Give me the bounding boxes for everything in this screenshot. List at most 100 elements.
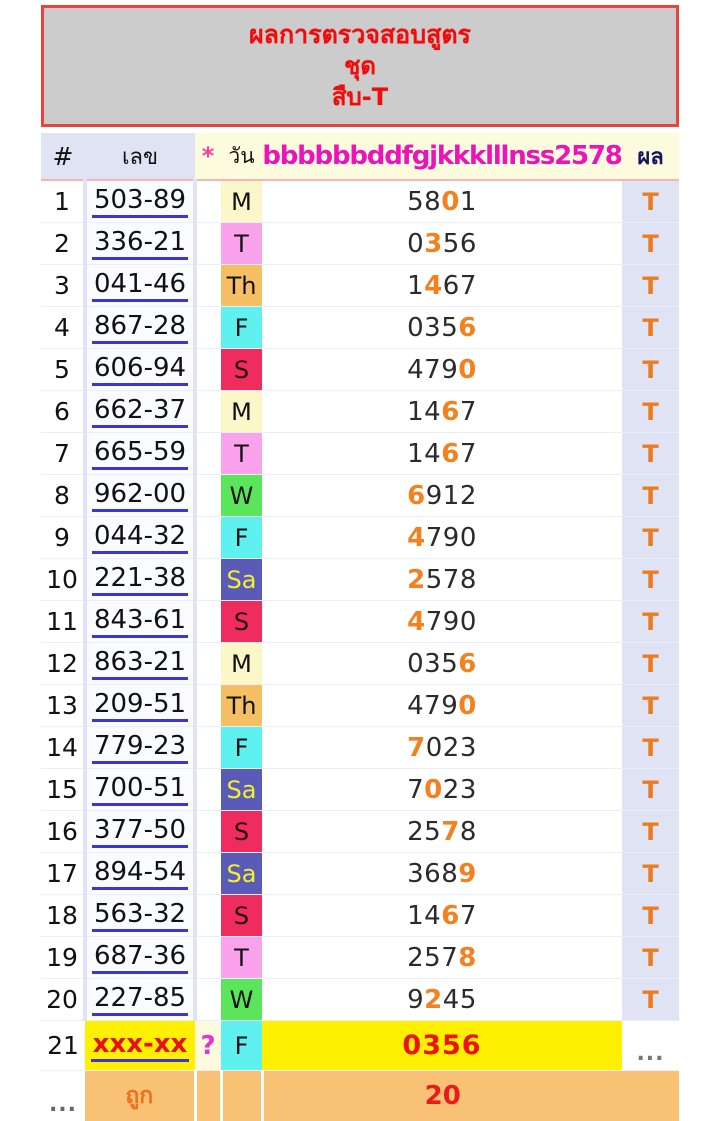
cell-number[interactable]: 779-23 xyxy=(85,727,195,769)
digit: 1 xyxy=(443,481,460,511)
pending-star: ? xyxy=(195,1021,221,1071)
header-day: วัน xyxy=(221,133,262,180)
digit: 3 xyxy=(460,733,477,763)
highlight-digit: 7 xyxy=(441,817,460,847)
cell-number[interactable]: 377-50 xyxy=(85,811,195,853)
digit: 6 xyxy=(424,859,441,889)
cell-index: 18 xyxy=(41,895,85,937)
digit: 9 xyxy=(443,607,460,637)
digit: 5 xyxy=(424,943,441,973)
cell-number[interactable]: 336-21 xyxy=(85,223,195,265)
number-underlined: 227-85 xyxy=(92,985,188,1016)
title-line-code: สืบ-T xyxy=(332,82,388,112)
digit: 6 xyxy=(443,271,460,301)
pending-index: 21 xyxy=(41,1021,85,1071)
cell-number[interactable]: 700-51 xyxy=(85,769,195,811)
cell-index: 11 xyxy=(41,601,85,643)
digit: 9 xyxy=(441,691,458,721)
number-underlined: 863-21 xyxy=(92,649,188,680)
pending-number[interactable]: xxx-xx xyxy=(85,1021,195,1071)
cell-number[interactable]: 665-59 xyxy=(85,433,195,475)
cell-star xyxy=(195,265,221,307)
digit: 3 xyxy=(424,313,441,343)
cell-day: M xyxy=(221,180,262,223)
header-row: # เลข * วัน bbbbbbddfgjkkklllnss2578 ผล xyxy=(41,133,679,180)
cell-number[interactable]: 894-54 xyxy=(85,853,195,895)
cell-result: T xyxy=(622,517,679,559)
cell-result: T xyxy=(622,811,679,853)
cell-number[interactable]: 209-51 xyxy=(85,685,195,727)
cell-digits: 1467 xyxy=(262,895,622,937)
cell-number[interactable]: 044-32 xyxy=(85,517,195,559)
cell-number[interactable]: 867-28 xyxy=(85,307,195,349)
cell-result: T xyxy=(622,475,679,517)
digit: 6 xyxy=(460,229,477,259)
cell-number[interactable]: 606-94 xyxy=(85,349,195,391)
digit: 4 xyxy=(407,355,424,385)
digit: 5 xyxy=(441,649,458,679)
digit: 7 xyxy=(407,775,424,805)
digit: 9 xyxy=(441,355,458,385)
digit: 2 xyxy=(407,817,424,847)
number-underlined: 336-21 xyxy=(92,229,188,260)
header-index: # xyxy=(41,133,85,180)
digit: 4 xyxy=(424,439,441,469)
cell-number[interactable]: 221-38 xyxy=(85,559,195,601)
cell-star xyxy=(195,307,221,349)
cell-day: M xyxy=(221,391,262,433)
cell-result: T xyxy=(622,391,679,433)
header-series: bbbbbbddfgjkkklllnss2578 xyxy=(262,133,622,180)
header-star: * xyxy=(195,133,221,180)
cell-index: 10 xyxy=(41,559,85,601)
digit: 5 xyxy=(443,229,460,259)
cell-number[interactable]: 863-21 xyxy=(85,643,195,685)
pending-result: ... xyxy=(622,1021,679,1071)
cell-day: Th xyxy=(221,265,262,307)
cell-number[interactable]: 687-36 xyxy=(85,937,195,979)
digit: 9 xyxy=(443,523,460,553)
cell-digits: 2578 xyxy=(262,559,622,601)
cell-number[interactable]: 227-85 xyxy=(85,979,195,1021)
cell-number[interactable]: 962-00 xyxy=(85,475,195,517)
number-underlined: 962-00 xyxy=(92,481,188,512)
cell-digits: 4790 xyxy=(262,349,622,391)
cell-day: F xyxy=(221,727,262,769)
cell-number[interactable]: 563-32 xyxy=(85,895,195,937)
cell-number[interactable]: 041-46 xyxy=(85,265,195,307)
cell-number[interactable]: 662-37 xyxy=(85,391,195,433)
digit: 8 xyxy=(460,817,477,847)
results-table: # เลข * วัน bbbbbbddfgjkkklllnss2578 ผล … xyxy=(41,133,679,1121)
cell-star xyxy=(195,559,221,601)
cell-digits: 6912 xyxy=(262,475,622,517)
cell-index: 5 xyxy=(41,349,85,391)
cell-index: 2 xyxy=(41,223,85,265)
cell-star xyxy=(195,895,221,937)
cell-number[interactable]: 843-61 xyxy=(85,601,195,643)
cell-number[interactable]: 503-89 xyxy=(85,180,195,223)
highlight-digit: 6 xyxy=(458,313,477,343)
cell-star xyxy=(195,601,221,643)
cell-result: T xyxy=(622,559,679,601)
